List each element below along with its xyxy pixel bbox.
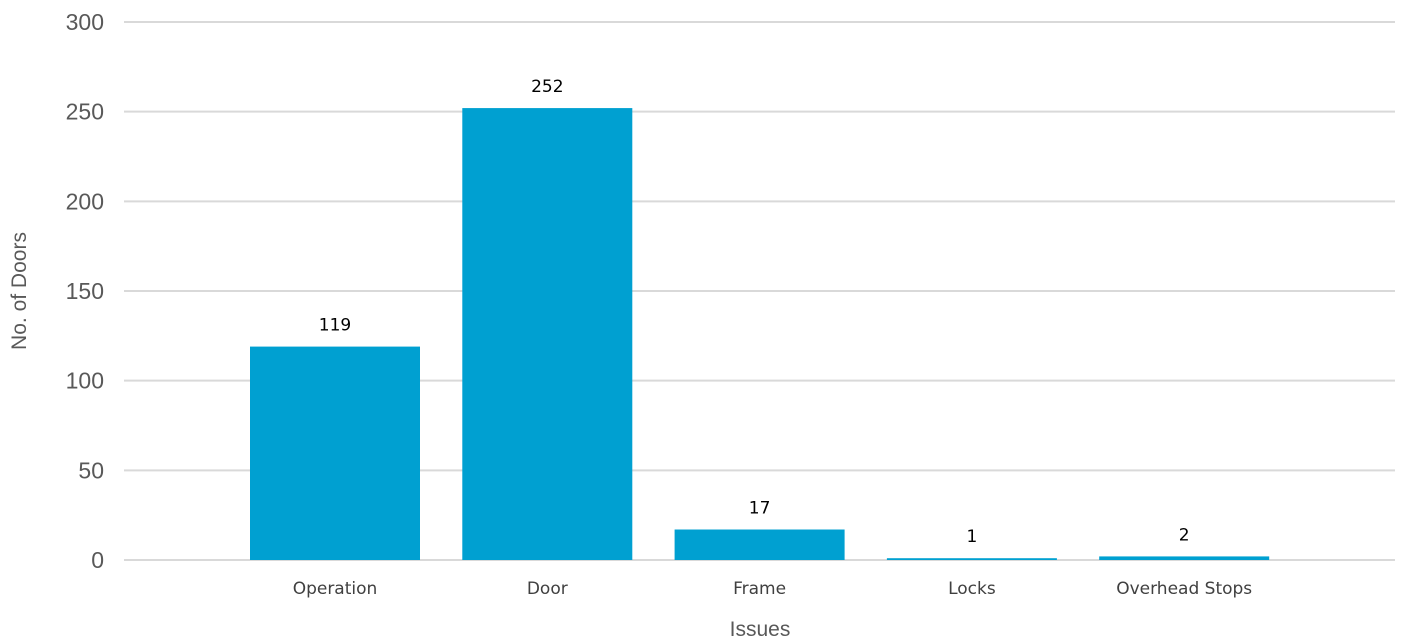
- y-tick-label: 250: [66, 99, 104, 125]
- y-axis-ticks: 0 50 100 150 200 250 300: [66, 9, 104, 573]
- data-label: 119: [319, 316, 351, 336]
- y-axis-title: No. of Doors: [8, 232, 31, 350]
- bar-frame: [674, 529, 845, 560]
- bar-door: [462, 108, 633, 560]
- x-tick-label: Locks: [948, 579, 996, 599]
- data-label: 17: [749, 499, 771, 519]
- data-label: 252: [531, 77, 563, 97]
- y-tick-label: 300: [66, 9, 104, 35]
- data-label: 1: [966, 527, 977, 547]
- bar-overhead-stops: [1099, 556, 1270, 560]
- x-tick-label: Frame: [733, 579, 786, 599]
- x-tick-label: Overhead Stops: [1116, 579, 1252, 599]
- y-tick-label: 0: [91, 547, 104, 573]
- bars: [250, 108, 1270, 560]
- y-tick-label: 100: [66, 368, 104, 394]
- x-tick-label: Operation: [293, 579, 378, 599]
- bar-locks: [886, 558, 1057, 560]
- y-tick-label: 200: [66, 188, 104, 214]
- y-tick-label: 50: [78, 457, 104, 483]
- data-label: 2: [1179, 525, 1190, 545]
- x-axis-ticks: Operation Door Frame Locks Overhead Stops: [293, 579, 1253, 599]
- x-axis-title: Issues: [730, 618, 791, 640]
- data-labels: 119 252 17 1 2: [319, 77, 1190, 547]
- y-tick-label: 150: [66, 278, 104, 304]
- bar-operation: [250, 346, 420, 560]
- x-tick-label: Door: [527, 579, 568, 599]
